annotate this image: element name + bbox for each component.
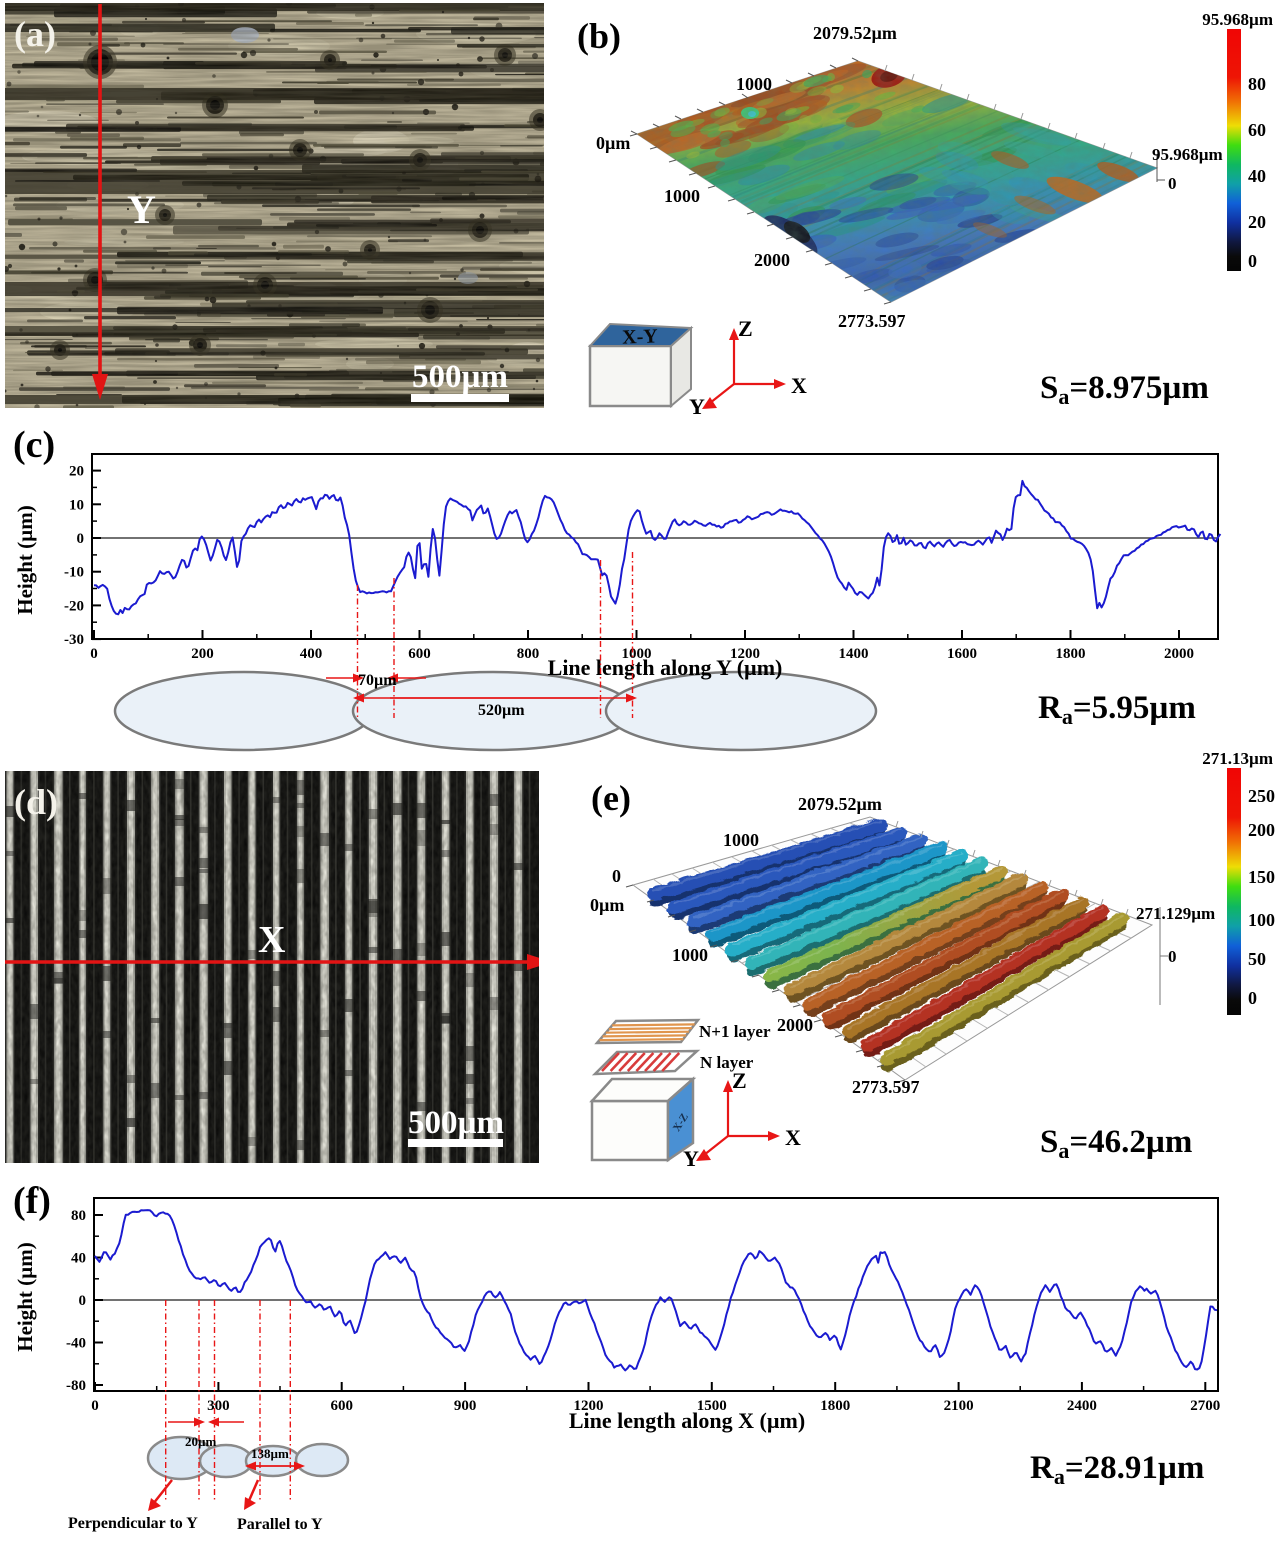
svg-text:Parallel to Y: Parallel to Y xyxy=(237,1516,323,1533)
svg-text:40: 40 xyxy=(71,1251,86,1267)
svg-text:Ra=5.95µm: Ra=5.95µm xyxy=(1038,690,1196,729)
svg-text:1800: 1800 xyxy=(1056,646,1086,662)
svg-text:Line length along Y (µm): Line length along Y (µm) xyxy=(548,655,783,680)
svg-text:0: 0 xyxy=(90,646,98,662)
svg-text:Line length along X (µm): Line length along X (µm) xyxy=(569,1408,805,1433)
svg-text:Perpendicular to Y: Perpendicular to Y xyxy=(68,1515,198,1532)
svg-text:95.968µm: 95.968µm xyxy=(1202,10,1273,29)
svg-text:600: 600 xyxy=(330,1398,353,1414)
svg-text:-30: -30 xyxy=(64,632,84,648)
svg-text:X: X xyxy=(791,373,807,398)
svg-text:900: 900 xyxy=(454,1398,477,1414)
svg-text:1500: 1500 xyxy=(697,1398,727,1414)
svg-text:2400: 2400 xyxy=(1067,1398,1097,1414)
svg-text:Z: Z xyxy=(732,1068,747,1093)
svg-text:0: 0 xyxy=(1168,174,1177,193)
svg-text:2000: 2000 xyxy=(754,250,790,270)
svg-text:500µm: 500µm xyxy=(408,1105,504,1141)
svg-text:(c): (c) xyxy=(13,424,55,466)
svg-text:(e): (e) xyxy=(591,778,631,818)
svg-text:1800: 1800 xyxy=(820,1398,850,1414)
svg-text:X: X xyxy=(785,1125,801,1150)
svg-text:-20: -20 xyxy=(64,598,84,614)
svg-text:100: 100 xyxy=(1248,910,1275,930)
svg-text:N layer: N layer xyxy=(700,1053,754,1072)
svg-text:X: X xyxy=(258,919,285,961)
svg-text:80: 80 xyxy=(1248,74,1266,94)
svg-text:150: 150 xyxy=(1248,867,1275,887)
svg-text:271.129µm: 271.129µm xyxy=(1136,904,1215,923)
svg-text:(d): (d) xyxy=(14,782,58,822)
svg-text:1000: 1000 xyxy=(672,945,708,965)
svg-text:0: 0 xyxy=(612,866,621,886)
svg-text:2079.52µm: 2079.52µm xyxy=(798,794,882,814)
svg-text:1600: 1600 xyxy=(947,646,977,662)
svg-text:500µm: 500µm xyxy=(412,359,508,395)
svg-text:Y: Y xyxy=(127,187,156,232)
svg-text:Y: Y xyxy=(689,394,705,419)
svg-text:(b): (b) xyxy=(577,16,621,56)
svg-text:N+1 layer: N+1 layer xyxy=(699,1022,771,1041)
svg-text:138µm: 138µm xyxy=(251,1446,289,1461)
svg-text:600: 600 xyxy=(408,646,431,662)
svg-text:2773.597: 2773.597 xyxy=(838,311,906,331)
svg-text:Ra=28.91µm: Ra=28.91µm xyxy=(1030,1450,1204,1489)
svg-text:0: 0 xyxy=(1168,947,1177,966)
svg-text:X-Y: X-Y xyxy=(622,325,659,348)
svg-text:0: 0 xyxy=(1248,251,1257,271)
svg-text:2079.52µm: 2079.52µm xyxy=(813,23,897,43)
svg-text:Height (µm): Height (µm) xyxy=(13,1242,37,1352)
svg-text:60: 60 xyxy=(1248,120,1266,140)
svg-text:-80: -80 xyxy=(66,1378,86,1394)
svg-text:0: 0 xyxy=(91,1398,99,1414)
svg-text:20: 20 xyxy=(1248,212,1266,232)
svg-text:1000: 1000 xyxy=(622,646,652,662)
svg-text:2000: 2000 xyxy=(1164,646,1194,662)
svg-text:2700: 2700 xyxy=(1190,1398,1220,1414)
svg-text:2100: 2100 xyxy=(944,1398,974,1414)
svg-text:1000: 1000 xyxy=(723,830,759,850)
svg-text:1200: 1200 xyxy=(730,646,760,662)
svg-text:520µm: 520µm xyxy=(478,702,525,719)
svg-text:0: 0 xyxy=(77,531,85,547)
svg-text:40: 40 xyxy=(1248,166,1266,186)
svg-text:2000: 2000 xyxy=(777,1015,813,1035)
svg-text:271.13µm: 271.13µm xyxy=(1202,749,1273,768)
svg-text:1400: 1400 xyxy=(839,646,869,662)
svg-text:1000: 1000 xyxy=(664,186,700,206)
svg-text:(f): (f) xyxy=(13,1180,51,1222)
svg-text:200: 200 xyxy=(1248,820,1275,840)
svg-text:-40: -40 xyxy=(66,1336,86,1352)
svg-text:20: 20 xyxy=(69,464,84,480)
svg-text:2773.597: 2773.597 xyxy=(852,1077,920,1097)
svg-text:200: 200 xyxy=(191,646,214,662)
svg-text:95.968µm: 95.968µm xyxy=(1152,145,1223,164)
svg-text:Height (µm): Height (µm) xyxy=(13,505,37,615)
svg-text:(a): (a) xyxy=(14,14,56,54)
svg-text:50: 50 xyxy=(1248,949,1266,969)
svg-text:20µm: 20µm xyxy=(185,1434,216,1449)
svg-text:0µm: 0µm xyxy=(596,133,630,153)
svg-text:0: 0 xyxy=(79,1293,87,1309)
svg-text:Z: Z xyxy=(738,316,753,341)
svg-text:1200: 1200 xyxy=(574,1398,604,1414)
svg-text:250: 250 xyxy=(1248,786,1275,806)
svg-text:1000: 1000 xyxy=(736,74,772,94)
svg-text:70µm: 70µm xyxy=(358,672,397,689)
svg-text:80: 80 xyxy=(71,1208,86,1224)
svg-text:300: 300 xyxy=(207,1398,230,1414)
svg-text:10: 10 xyxy=(69,497,84,513)
svg-text:800: 800 xyxy=(517,646,540,662)
svg-text:400: 400 xyxy=(300,646,323,662)
svg-text:0µm: 0µm xyxy=(590,895,624,915)
svg-text:0: 0 xyxy=(1248,988,1257,1008)
svg-text:-10: -10 xyxy=(64,565,84,581)
svg-text:Y: Y xyxy=(683,1146,699,1171)
